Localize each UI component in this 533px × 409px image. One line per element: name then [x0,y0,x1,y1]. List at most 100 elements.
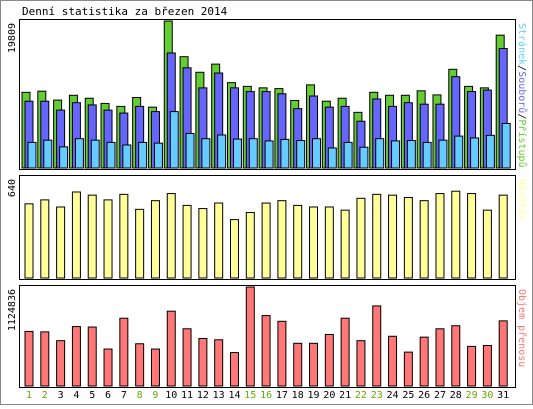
bar-kbytes-day-20 [324,334,334,387]
bar-pages-day-15 [248,138,258,169]
bar-kbytes-day-12 [198,337,208,387]
bar-visits-day-30 [482,209,492,279]
day-label-20: 20 [323,390,335,401]
bar-pages-day-23 [375,138,385,169]
bar-kbytes-day-11 [182,328,192,387]
bar-visits-day-18 [293,204,303,279]
day-label-11: 11 [181,390,193,401]
bar-pages-day-5 [90,139,100,169]
bar-visits-day-31 [498,194,508,279]
day-label-19: 19 [307,390,319,401]
bar-kbytes-day-15 [245,286,255,387]
bar-visits-day-9 [150,200,160,279]
bar-pages-day-28 [454,135,464,169]
bar-kbytes-day-21 [340,317,350,387]
bar-visits-day-2 [40,199,50,279]
day-label-10: 10 [165,390,177,401]
bar-kbytes-day-18 [293,342,303,387]
bar-kbytes-day-29 [467,345,477,387]
bar-visits-day-21 [340,209,350,279]
ymax-label-3: 1124836 [7,289,18,331]
day-label-12: 12 [197,390,209,401]
bar-kbytes-day-25 [403,351,413,387]
bar-visits-day-3 [56,206,66,279]
bar-kbytes-day-4 [71,326,81,387]
bar-visits-day-10 [166,193,176,279]
day-label-22: 22 [355,390,367,401]
series-label-part-1-3: / [516,113,527,119]
bar-pages-day-1 [27,141,37,169]
bar-pages-day-13 [217,134,227,169]
day-label-21: 21 [339,390,351,401]
bar-kbytes-day-6 [103,348,113,387]
day-label-7: 7 [121,390,127,401]
bar-pages-day-19 [312,138,322,169]
bar-visits-day-14 [229,219,239,279]
day-label-31: 31 [497,390,509,401]
bar-visits-day-19 [309,206,319,279]
bar-kbytes-day-19 [309,342,319,387]
day-label-23: 23 [371,390,383,401]
bar-visits-day-23 [372,193,382,279]
day-label-8: 8 [137,390,143,401]
day-label-9: 9 [152,390,158,401]
series-label-3: Objem přenosu [516,289,528,367]
bar-visits-day-20 [324,206,334,279]
panel-frame-1 [19,19,516,170]
bar-pages-day-20 [327,147,337,169]
bar-kbytes-day-26 [419,336,429,387]
bar-pages-day-9 [153,142,163,169]
bar-visits-day-15 [245,212,255,279]
bar-visits-day-25 [403,197,413,279]
day-label-1: 1 [26,390,32,401]
day-label-13: 13 [213,390,225,401]
panel-frame-2 [19,175,516,280]
bar-pages-day-6 [106,141,116,169]
day-label-18: 18 [292,390,304,401]
bar-kbytes-day-8 [135,343,145,387]
bar-kbytes-day-1 [24,330,34,387]
bar-kbytes-day-28 [451,325,461,387]
bar-pages-day-16 [264,140,274,169]
bar-pages-day-8 [138,141,148,169]
series-label-part-1-0: Stránek [516,23,528,65]
bar-kbytes-day-14 [229,352,239,387]
bar-visits-day-4 [71,191,81,279]
day-label-6: 6 [105,390,111,401]
series-label-2: Návštěv [516,179,528,221]
day-label-29: 29 [466,390,478,401]
bar-kbytes-day-3 [56,340,66,387]
bar-pages-day-25 [406,140,416,169]
day-label-16: 16 [260,390,272,401]
day-label-30: 30 [481,390,493,401]
series-label-part-2-0: Návštěv [516,179,528,221]
bar-visits-day-26 [419,200,429,279]
bar-kbytes-day-17 [277,320,287,387]
day-label-24: 24 [387,390,399,401]
bar-pages-day-29 [470,137,480,169]
day-label-28: 28 [450,390,462,401]
bar-visits-day-7 [119,193,129,279]
bar-kbytes-day-31 [498,320,508,387]
bar-visits-day-16 [261,202,271,279]
bar-kbytes-day-13 [214,339,224,387]
day-label-26: 26 [418,390,430,401]
day-label-4: 4 [73,390,79,401]
bar-kbytes-day-22 [356,340,366,387]
bar-kbytes-day-30 [482,345,492,387]
bar-visits-day-1 [24,203,34,279]
ymax-label-1: 19809 [7,23,18,53]
bar-pages-day-11 [185,132,195,169]
day-label-3: 3 [58,390,64,401]
bar-visits-day-11 [182,204,192,279]
day-label-15: 15 [244,390,256,401]
chart-title: Denní statistika za březen 2014 [22,5,228,18]
bar-visits-day-6 [103,199,113,279]
bar-visits-day-27 [435,193,445,279]
bar-pages-day-22 [359,146,369,169]
bar-pages-day-30 [485,134,495,169]
day-label-27: 27 [434,390,446,401]
bar-pages-day-26 [422,141,432,169]
